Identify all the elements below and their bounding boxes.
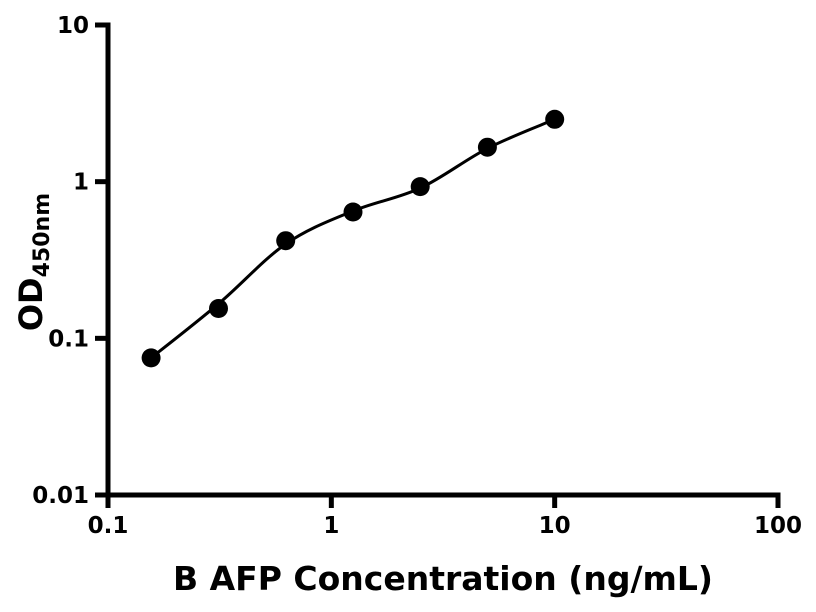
x-axis-title: B AFP Concentration (ng/mL) [173,559,713,598]
x-tick-label: 100 [754,513,802,539]
y-tick-label: 0.1 [48,326,89,352]
data-point-marker [477,137,497,157]
data-point-marker [209,299,228,318]
y-axis-title: OD450nm [12,193,55,331]
x-tick-label: 1 [323,513,339,539]
data-point-marker [141,348,161,368]
data-point-marker [410,177,430,197]
x-tick-label: 10 [539,513,571,539]
data-point-marker [276,231,296,251]
data-point-marker [343,202,363,222]
y-tick-label: 1 [73,170,89,196]
fit-curve [150,117,556,360]
x-tick-label: 0.1 [88,513,129,539]
y-tick-label: 0.01 [32,483,89,509]
y-tick-label: 10 [57,13,89,39]
data-point-marker [545,109,565,129]
